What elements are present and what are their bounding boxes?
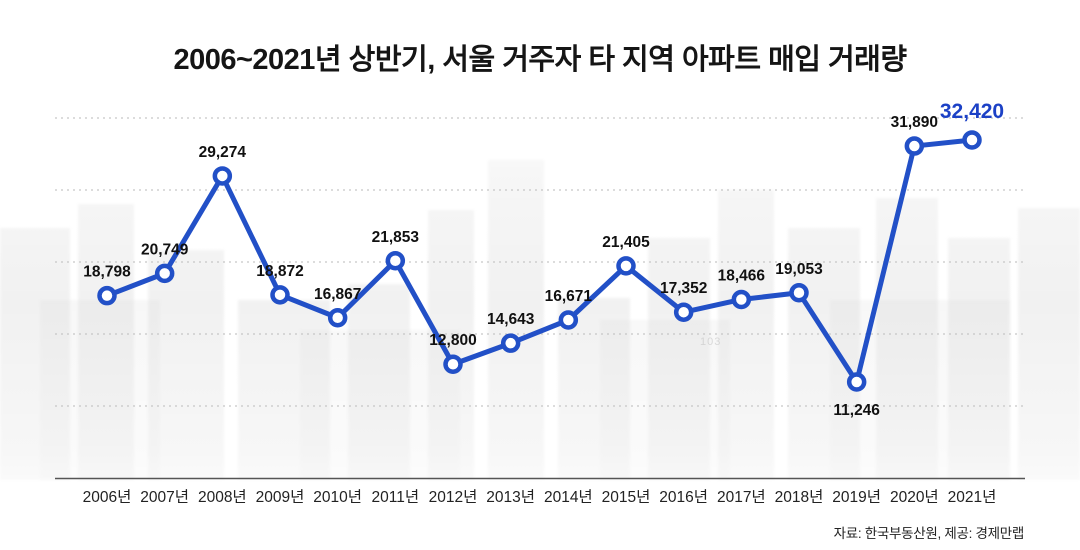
value-label: 12,800 [429,332,476,349]
chart-title: 2006~2021년 상반기, 서울 거주자 타 지역 아파트 매입 거래량 [173,44,907,76]
x-axis-label: 2018년 [775,488,824,506]
data-point-marker [673,302,694,322]
value-label: 18,798 [83,264,131,281]
data-point-marker [904,136,925,156]
x-axis-label: 2016년 [659,488,708,506]
data-point-marker [789,283,809,303]
value-label: 21,853 [372,229,420,246]
x-axis-label: 2008년 [198,488,247,506]
source-credit: 자료: 한국부동산원, 제공: 경제만랩 [833,526,1025,541]
value-label: 20,749 [141,241,189,258]
series-line [104,137,975,385]
data-point-marker [154,263,175,284]
x-axis-label: 2012년 [429,488,478,506]
data-point-marker [846,372,867,392]
x-axis-label: 2011년 [372,488,420,506]
data-point-marker [327,308,348,328]
value-label: 29,274 [199,144,247,161]
x-axis-label: 2006년 [83,488,132,506]
value-label: 21,405 [602,234,650,251]
value-label: 19,053 [775,261,823,278]
data-point-marker [962,130,982,150]
data-point-marker [443,354,463,374]
x-axis-label: 2021년 [948,488,997,506]
data-point-marker [616,256,636,276]
x-axis-label: 2020년 [890,488,939,506]
value-label: 16,671 [545,288,593,305]
x-axis-label: 2017년 [717,488,766,506]
data-point-marker [558,310,579,330]
x-axis-label: 2014년 [544,488,593,506]
value-label: 16,867 [314,286,361,303]
x-axis-label: 2009년 [256,488,305,506]
x-axis-label: 2010년 [313,488,362,506]
value-label: 18,466 [718,267,766,284]
x-axis-label: 2015년 [602,488,651,506]
data-point-marker [385,251,406,271]
data-point-marker [270,285,290,305]
data-point-marker [500,333,521,353]
value-label-highlight: 32,420 [940,100,1004,123]
value-label: 11,246 [833,402,880,419]
value-label: 18,872 [256,263,303,280]
x-axis-label: 2019년 [832,488,881,506]
value-label: 17,352 [660,280,707,297]
x-axis-label: 2007년 [140,488,189,506]
data-point-marker [97,285,117,306]
x-axis-label: 2013년 [486,488,535,506]
data-point-marker [731,289,752,310]
value-label: 14,643 [487,311,535,328]
data-point-marker [212,166,233,186]
value-label: 31,890 [891,114,938,131]
